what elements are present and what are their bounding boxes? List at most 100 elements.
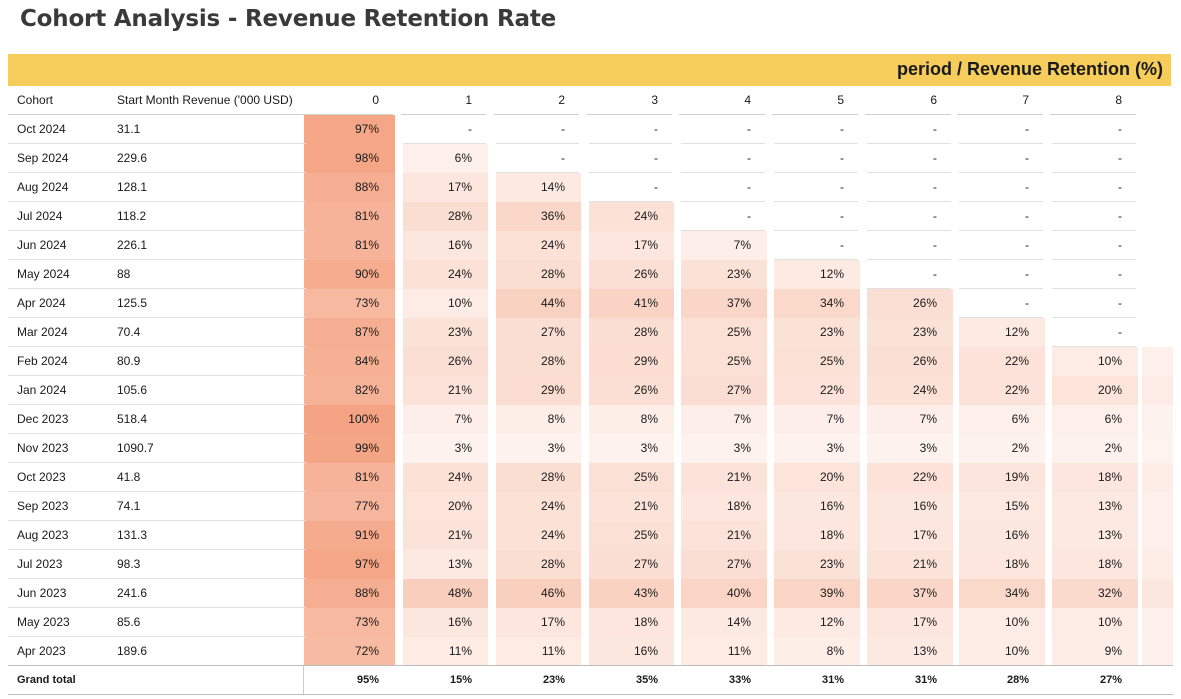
row-underline <box>867 143 951 144</box>
retention-cell: 37% <box>681 289 767 318</box>
header-underline <box>587 114 672 115</box>
retention-cell: 20% <box>403 492 488 521</box>
header-underline <box>401 114 486 115</box>
retention-cell: - <box>1025 209 1029 223</box>
retention-cell: 81% <box>304 202 395 231</box>
retention-cell: 24% <box>496 521 581 550</box>
row-underline <box>959 317 1043 318</box>
header-underline <box>306 114 393 115</box>
grand-total-value: 33% <box>728 674 751 686</box>
retention-cell: 26% <box>589 376 674 405</box>
header-cohort: Cohort <box>17 93 54 107</box>
retention-cell: - <box>747 209 751 223</box>
cohort-label: May 2024 <box>17 267 70 281</box>
row-underline <box>8 172 306 173</box>
row-underline <box>867 288 951 289</box>
start-revenue: 518.4 <box>117 412 148 426</box>
retention-cell: 21% <box>403 521 488 550</box>
retention-cell: 24% <box>589 202 674 231</box>
row-underline <box>8 433 306 434</box>
retention-cell: 26% <box>589 260 674 289</box>
retention-cell: 73% <box>304 289 395 318</box>
retention-cell: 7% <box>774 405 860 434</box>
retention-cell: 84% <box>304 347 395 376</box>
row-underline <box>8 230 306 231</box>
retention-cell: - <box>840 122 844 136</box>
start-revenue: 229.6 <box>117 151 148 165</box>
retention-cell: 12% <box>959 318 1045 347</box>
header-underline <box>8 114 306 115</box>
row-underline <box>8 462 306 463</box>
retention-cell: - <box>1118 325 1122 339</box>
table-row: Jan 2024 105.6 82% 21% 29% 26% 27% 22% 24% 22% 20% <box>8 376 1173 405</box>
retention-cell: 7% <box>867 405 953 434</box>
retention-cell: - <box>1025 151 1029 165</box>
retention-cell: 29% <box>589 347 674 376</box>
retention-cell: 6% <box>403 144 488 173</box>
cohort-label: May 2023 <box>17 615 70 629</box>
retention-cell: - <box>1118 296 1122 310</box>
start-revenue: 241.6 <box>117 586 148 600</box>
retention-cell: - <box>933 122 937 136</box>
table-row: May 2024 88 90% 24% 28% 26% 23% 12% - - - <box>8 260 1173 289</box>
row-underline <box>589 172 672 173</box>
retention-cell: 27% <box>496 318 581 347</box>
table-row: May 2023 85.6 73% 16% 17% 18% 14% 12% 17% 10% 10% <box>8 608 1173 637</box>
cohort-label: Oct 2024 <box>17 122 66 136</box>
retention-cell: 72% <box>304 637 395 666</box>
retention-cell: 81% <box>304 463 395 492</box>
row-underline <box>1052 288 1136 289</box>
row-underline <box>8 346 306 347</box>
header-period-0: 0 <box>372 93 379 107</box>
retention-cell: 25% <box>589 463 674 492</box>
row-underline <box>867 230 951 231</box>
retention-cell: 17% <box>496 608 581 637</box>
table-row: Sep 2024 229.6 98% 6% - - - - - - - <box>8 144 1173 173</box>
retention-cell: 16% <box>403 608 488 637</box>
start-revenue: 88 <box>117 267 131 281</box>
cohort-label: Jan 2024 <box>17 383 67 397</box>
header-underline <box>865 114 951 115</box>
retention-cell: - <box>1025 122 1029 136</box>
grand-total-row: Grand total 95% 15% 23% 35% 33% 31% 31% 28% 27% <box>8 665 1173 695</box>
start-revenue: 31.1 <box>117 122 141 136</box>
row-underline <box>8 288 306 289</box>
row-underline <box>589 201 672 202</box>
start-revenue: 128.1 <box>117 180 148 194</box>
table-row: Jun 2023 241.6 88% 48% 46% 43% 40% 39% 37% 34% 32% <box>8 579 1173 608</box>
table-row: Apr 2023 189.6 72% 11% 11% 16% 11% 8% 13% 10% 9% <box>8 637 1173 666</box>
row-underline <box>1052 346 1136 347</box>
row-underline <box>959 172 1043 173</box>
start-revenue: 98.3 <box>117 557 141 571</box>
retention-cell: 28% <box>496 260 581 289</box>
retention-cell: - <box>1118 151 1122 165</box>
retention-cell: 7% <box>681 405 767 434</box>
retention-cell: 90% <box>304 260 395 289</box>
retention-cell: 23% <box>681 260 767 289</box>
row-underline <box>1052 172 1136 173</box>
retention-cell: 18% <box>1052 550 1138 579</box>
retention-cell: 22% <box>867 463 953 492</box>
retention-cell: 10% <box>1052 347 1138 376</box>
cohort-label: Dec 2023 <box>17 412 69 426</box>
header-period-1: 1 <box>465 93 472 107</box>
retention-cell: 17% <box>403 173 488 202</box>
table-row: Feb 2024 80.9 84% 26% 28% 29% 25% 25% 26% 22% 10% <box>8 347 1173 376</box>
row-underline <box>1052 201 1136 202</box>
table-row: Aug 2024 128.1 88% 17% 14% - - - - - - <box>8 173 1173 202</box>
retention-cell: 22% <box>774 376 860 405</box>
retention-cell: 48% <box>403 579 488 608</box>
overflow-cell <box>1142 492 1173 521</box>
header-underline <box>679 114 765 115</box>
header-period-3: 3 <box>651 93 658 107</box>
start-revenue: 80.9 <box>117 354 141 368</box>
retention-cell: 22% <box>959 347 1045 376</box>
retention-cell: 28% <box>496 550 581 579</box>
retention-cell: 7% <box>403 405 488 434</box>
retention-cell: 7% <box>681 231 767 260</box>
retention-cell: 91% <box>304 521 395 550</box>
row-underline <box>8 491 306 492</box>
retention-cell: 18% <box>1052 463 1138 492</box>
header-period-5: 5 <box>837 93 844 107</box>
retention-cell: 81% <box>304 231 395 260</box>
